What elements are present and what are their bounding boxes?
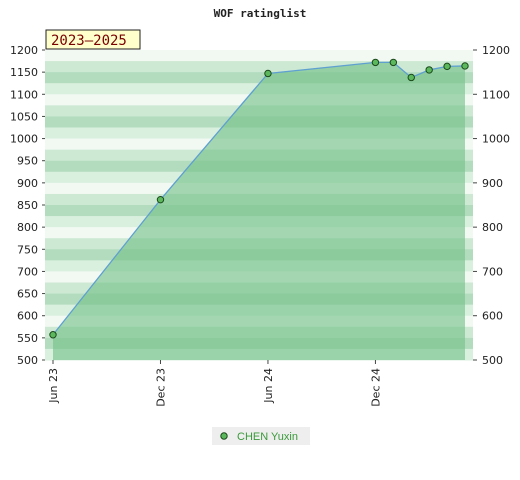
x-tick-label: Dec 23 — [154, 368, 167, 407]
axes: 500 550 600 650 700 750 800 850 900 950 1000 1050 11… — [10, 44, 510, 407]
data-point — [407, 73, 415, 82]
x-tick-label: Jun 24 — [262, 368, 275, 404]
legend-box — [212, 427, 310, 445]
y-tick-label: 650 — [17, 288, 38, 301]
data-point — [264, 69, 272, 78]
y-right-tick-label: 600 — [482, 310, 503, 323]
y-tick-label: 1200 — [10, 44, 38, 57]
x-tick-label: Dec 24 — [369, 368, 382, 407]
y-right-tick-label: 900 — [482, 177, 503, 190]
y-tick-label: 800 — [17, 221, 38, 234]
data-point — [425, 66, 433, 74]
data-markers — [49, 58, 469, 339]
y-right-tick-label: 1200 — [482, 44, 510, 57]
y-tick-label: 700 — [17, 265, 38, 278]
y-tick-label: 1050 — [10, 110, 38, 123]
badge-text: 2023–2025 — [51, 33, 127, 49]
legend-marker — [220, 432, 228, 440]
chart-title: WOF ratinglist — [214, 7, 307, 20]
period-badge: 2023–2025 — [45, 29, 141, 50]
data-point — [371, 58, 380, 67]
y-tick-label: 950 — [17, 155, 38, 168]
y-tick-label: 1150 — [10, 66, 38, 79]
data-point — [389, 58, 398, 67]
background-band — [45, 50, 473, 62]
y-tick-label: 1000 — [10, 133, 38, 146]
data-point — [461, 62, 469, 70]
y-right-tick-label: 800 — [482, 221, 503, 234]
background-band — [45, 61, 473, 73]
y-tick-label: 900 — [17, 177, 38, 190]
background-band — [45, 72, 473, 84]
y-tick-label: 600 — [17, 310, 38, 323]
badge-box — [45, 29, 141, 50]
legend-label: CHEN Yuxin — [237, 431, 298, 443]
series-area — [53, 62, 465, 361]
y-tick-label: 500 — [17, 354, 38, 367]
y-tick-label: 1100 — [10, 88, 38, 101]
x-tick-label: Jun 23 — [47, 368, 60, 404]
y-tick-label: 850 — [17, 199, 38, 212]
data-point — [443, 62, 451, 71]
y-right-tick-label: 500 — [482, 354, 503, 367]
y-tick-label: 750 — [17, 243, 38, 256]
y-right-tick-label: 1000 — [482, 133, 510, 146]
y-tick-label: 550 — [17, 332, 38, 345]
legend: CHEN Yuxin — [212, 427, 310, 445]
data-point — [156, 195, 165, 204]
y-right-tick-label: 700 — [482, 265, 503, 278]
y-right-tick-label: 1100 — [482, 88, 510, 101]
data-point — [49, 331, 57, 339]
